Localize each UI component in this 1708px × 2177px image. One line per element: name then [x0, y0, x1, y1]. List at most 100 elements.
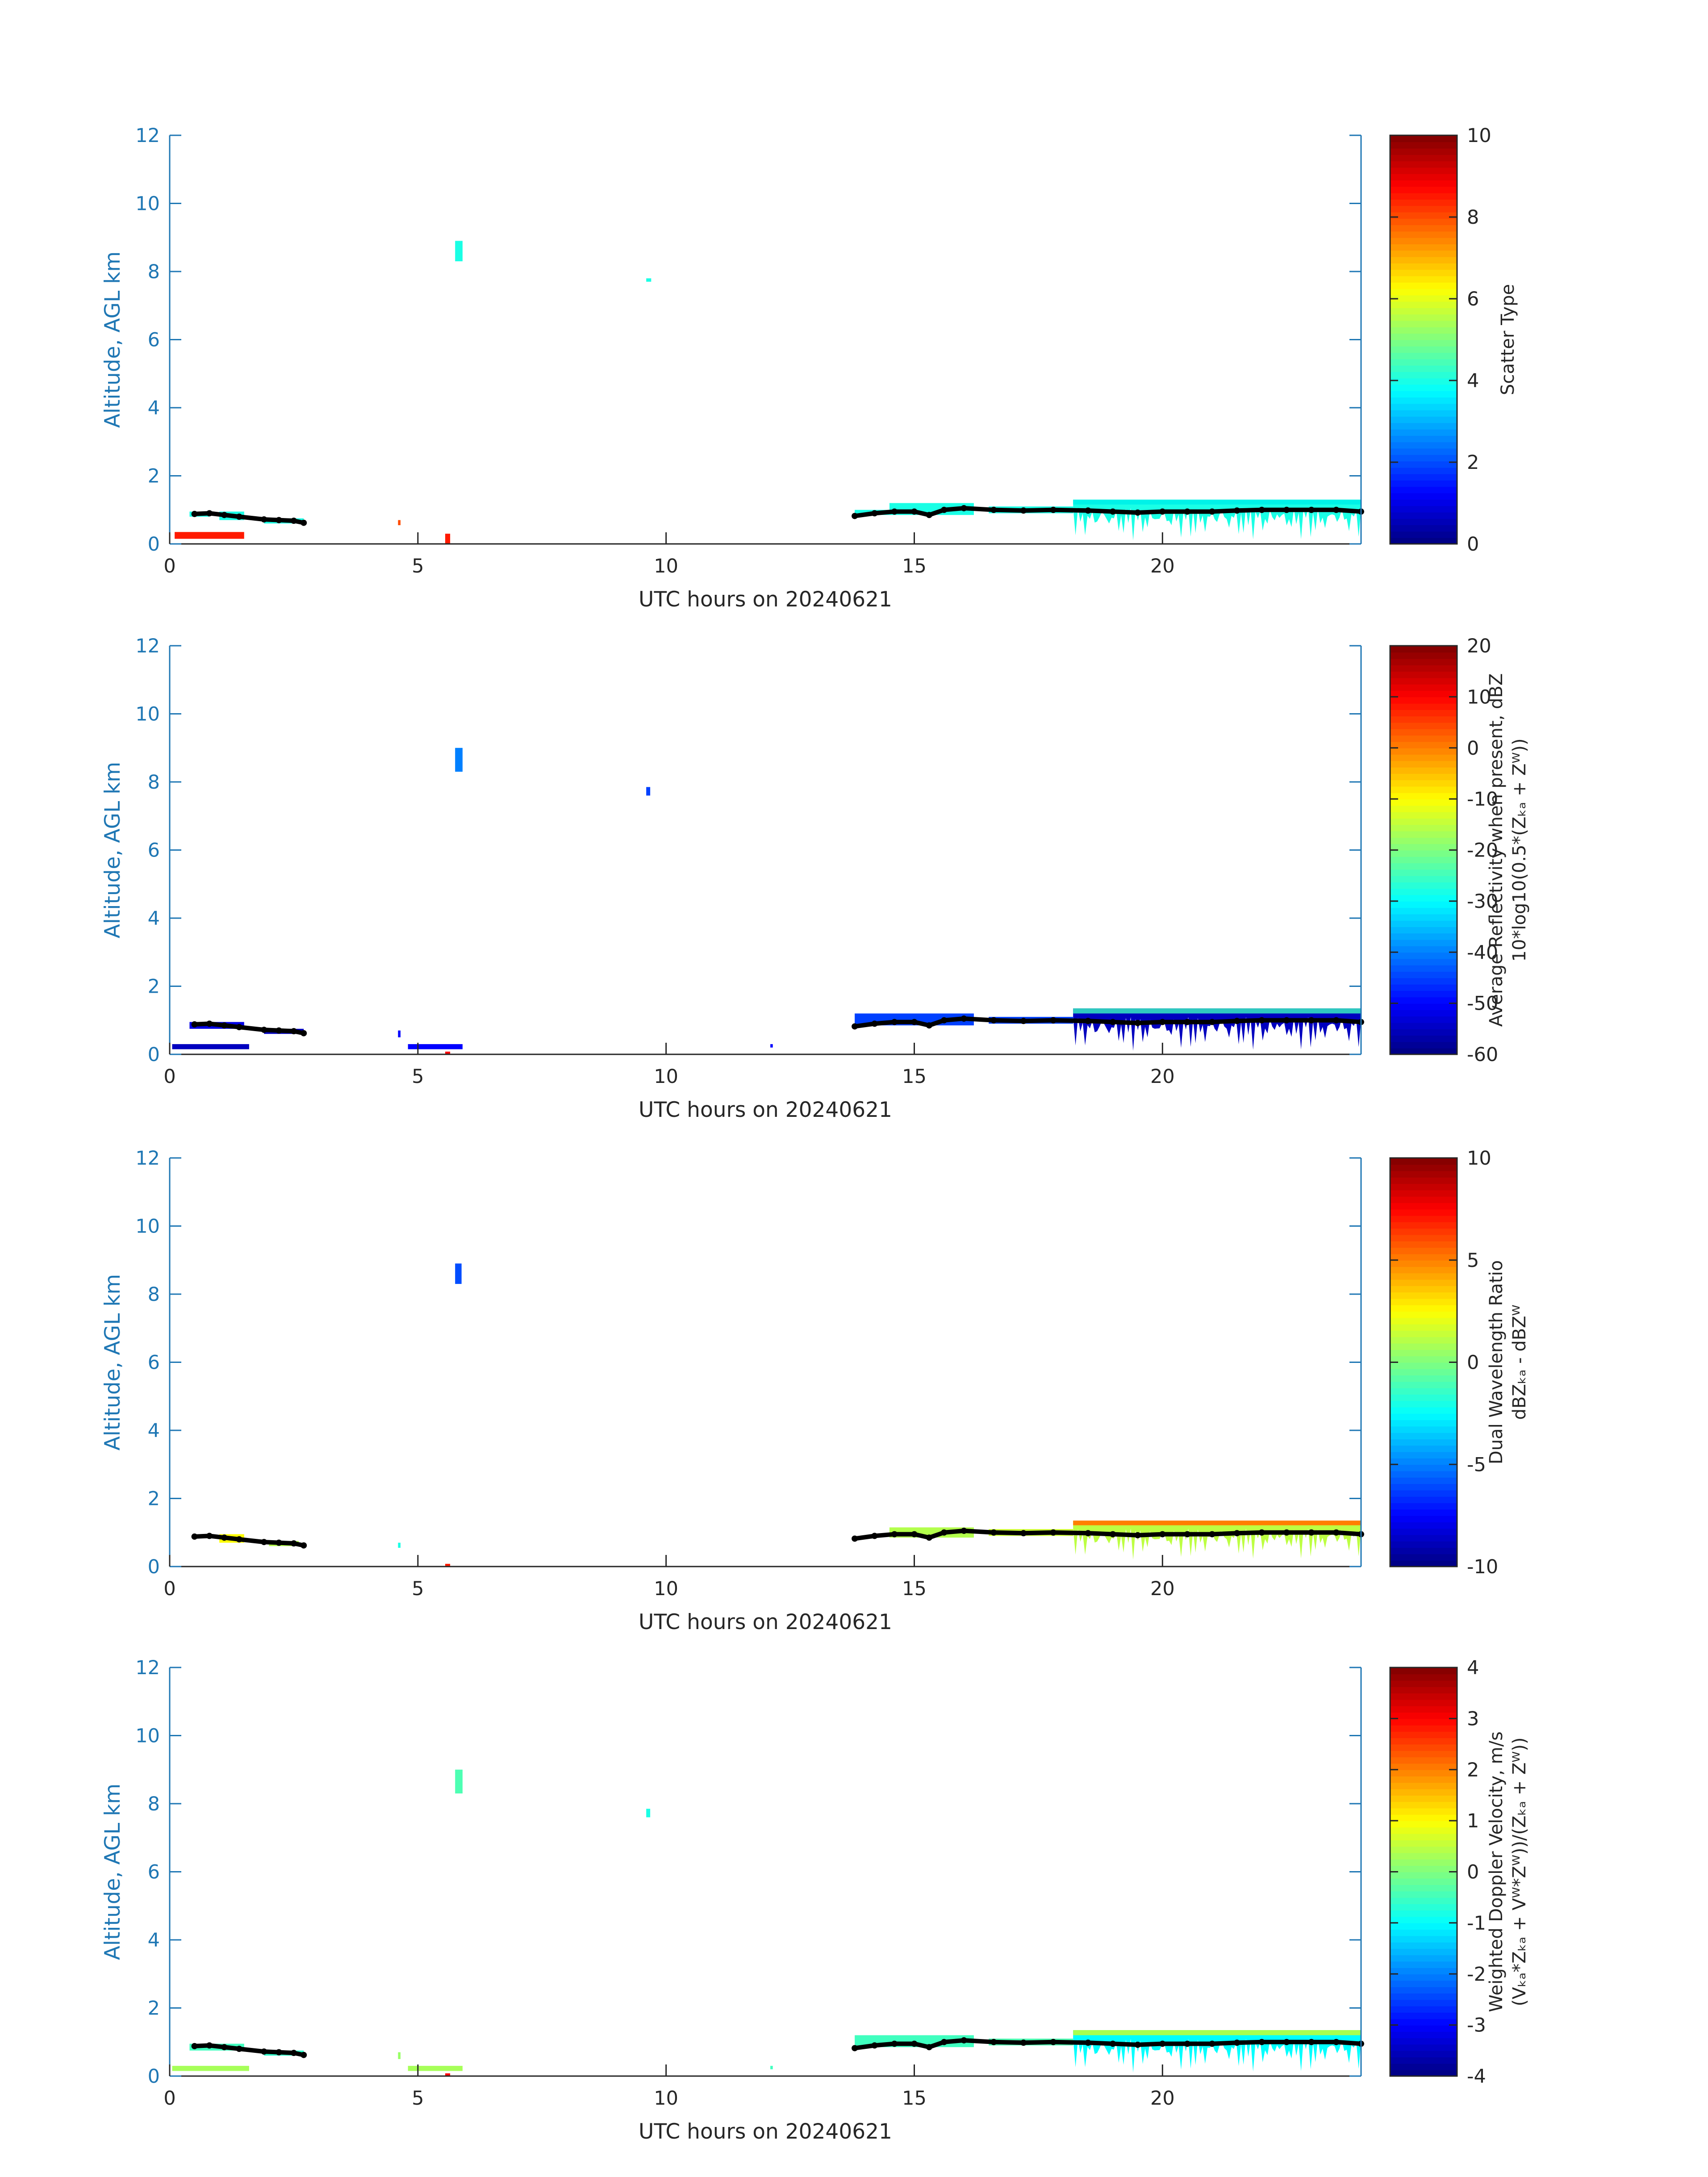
colorbar-band	[1390, 352, 1457, 359]
colorbar-band	[1390, 339, 1457, 347]
colorbar-band	[1390, 1285, 1457, 1293]
colorbar-band	[1390, 1725, 1457, 1732]
colorbar-tick-label: 0	[1467, 1861, 1479, 1884]
colorbar-tick-label: -2	[1467, 1963, 1486, 1985]
colorbar-band	[1390, 1782, 1457, 1789]
colorbar-band	[1390, 1221, 1457, 1229]
y-tick-label: 12	[135, 635, 160, 657]
colorbar-band	[1390, 1872, 1457, 1879]
echo-region	[172, 1044, 249, 1049]
surface-echo	[445, 2073, 451, 2076]
colorbar-band	[1390, 537, 1457, 544]
y-tick-label: 8	[148, 771, 160, 794]
echo-region	[455, 241, 463, 262]
x-tick-label: 0	[163, 2087, 175, 2110]
colorbar-band	[1390, 2031, 1457, 2039]
x-tick-label: 5	[412, 1066, 424, 1088]
echo-region	[408, 2066, 463, 2071]
cloud-base-line	[1137, 1020, 1163, 1025]
colorbar-band	[1390, 1534, 1457, 1542]
cloud-base-line	[209, 2043, 225, 2050]
cloud-base-line	[239, 2047, 264, 2054]
colorbar-tick-label: -1	[1467, 1912, 1486, 1935]
echo-top-layer	[1073, 1008, 1361, 1014]
cloud-base-line	[874, 1532, 895, 1538]
colorbar-band	[1390, 1910, 1457, 1917]
colorbar-band	[1390, 2063, 1457, 2070]
cloud-base-line	[1112, 2041, 1138, 2047]
colorbar-band	[1390, 1885, 1457, 1892]
colorbar-band	[1390, 154, 1457, 162]
colorbar-band	[1390, 173, 1457, 181]
cloud-base-line	[1336, 1530, 1361, 1537]
colorbar-band	[1390, 416, 1457, 423]
colorbar-band	[1390, 1554, 1457, 1561]
cloud-base-line	[1336, 1018, 1361, 1024]
colorbar-band	[1390, 984, 1457, 991]
echo-region	[1073, 1008, 1361, 1051]
cloud-base-line	[928, 508, 945, 517]
colorbar-band	[1390, 1337, 1457, 1344]
colorbar-band	[1390, 1547, 1457, 1554]
colorbar-band	[1390, 493, 1457, 500]
cloud-base-line	[994, 507, 1024, 513]
y-tick-label: 2	[148, 1997, 160, 2020]
colorbar-band	[1390, 690, 1457, 698]
colorbar-tick-label: 1	[1467, 1810, 1479, 1832]
colorbar-band	[1390, 288, 1457, 296]
colorbar-band	[1390, 403, 1457, 410]
cloud-base-line	[854, 2043, 875, 2051]
colorbar-band	[1390, 920, 1457, 928]
colorbar-band	[1390, 1891, 1457, 1898]
colorbar-band	[1390, 2025, 1457, 2032]
colorbar-band	[1390, 1381, 1457, 1388]
colorbar-band	[1390, 1483, 1457, 1491]
colorbar-band	[1390, 760, 1457, 768]
colorbar-band	[1390, 735, 1457, 742]
colorbar-band	[1390, 1439, 1457, 1446]
colorbar-band	[1390, 148, 1457, 155]
colorbar-band	[1390, 473, 1457, 481]
colorbar-band	[1390, 1413, 1457, 1421]
colorbar-band	[1390, 1490, 1457, 1497]
colorbar-band	[1390, 1929, 1457, 1936]
colorbar-band	[1390, 728, 1457, 736]
cloud-base-line	[1023, 2039, 1053, 2045]
colorbar-band	[1390, 1451, 1457, 1458]
colorbar-band	[1390, 301, 1457, 309]
colorbar-band	[1390, 856, 1457, 864]
cloud-base-line	[914, 1532, 930, 1540]
colorbar-band	[1390, 1035, 1457, 1042]
colorbar-band	[1390, 1833, 1457, 1841]
echo-region	[455, 1263, 462, 1284]
echo-top-layer	[1073, 499, 1361, 505]
colorbar-band	[1390, 1247, 1457, 1254]
colorbar-band	[1390, 1420, 1457, 1427]
colorbar-band	[1390, 409, 1457, 417]
colorbar-tick-label: -40	[1467, 941, 1498, 964]
x-tick-label: 20	[1150, 2087, 1175, 2110]
cloud-base-line	[944, 1016, 965, 1023]
cloud-base-line	[194, 1534, 210, 1539]
colorbar-band	[1390, 1878, 1457, 1885]
y-tick-label: 0	[148, 1044, 160, 1066]
colorbar-band	[1390, 805, 1457, 812]
colorbar-band	[1390, 2050, 1457, 2058]
y-tick-label: 0	[148, 533, 160, 556]
colorbar-band	[1390, 907, 1457, 915]
echo-region	[455, 748, 463, 772]
cloud-base-line	[1336, 2039, 1361, 2046]
colorbar-band	[1390, 677, 1457, 685]
x-tick-label: 5	[412, 2087, 424, 2110]
y-axis-label: Altitude, AGL km	[100, 1274, 125, 1450]
y-tick-label: 12	[135, 1657, 160, 1679]
colorbar-band	[1390, 754, 1457, 761]
cloud-base-line	[293, 1029, 305, 1036]
cloud-base-line	[239, 514, 264, 522]
colorbar-band	[1390, 1387, 1457, 1395]
echo-top-layer	[1073, 1521, 1361, 1525]
cloud-base-line	[874, 2041, 895, 2048]
echo-region	[408, 1044, 463, 1049]
colorbar-band	[1390, 646, 1457, 653]
